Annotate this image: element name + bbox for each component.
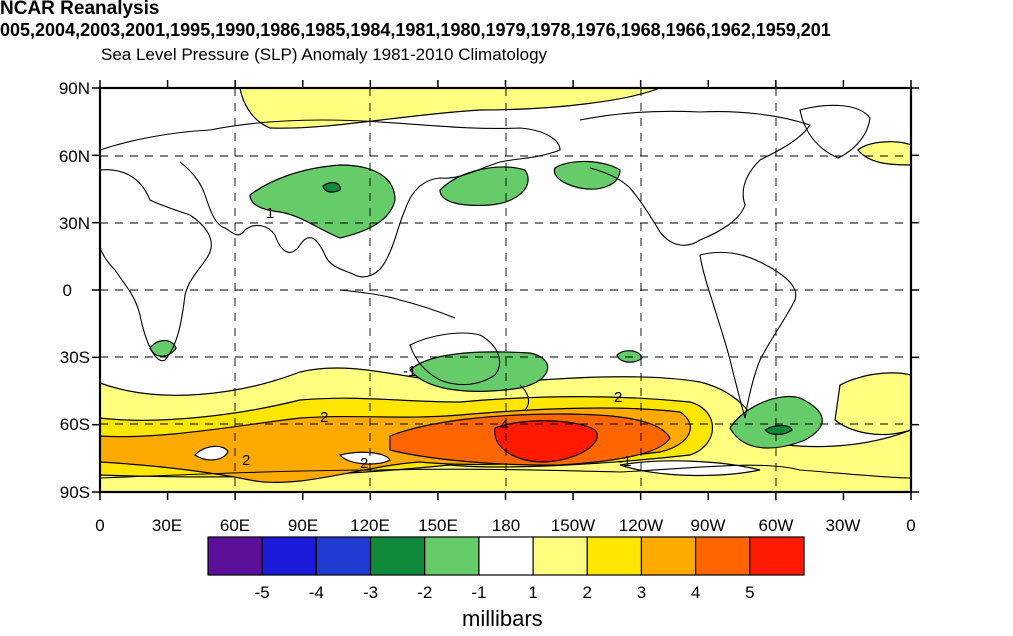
anomaly-region-plus5-south [494, 420, 598, 463]
contour-label: 2 [360, 455, 368, 472]
anomaly-region-white-patch [194, 445, 229, 461]
coast-northamerica [579, 110, 811, 246]
gridlines [100, 88, 911, 492]
anomaly-region-plus1-greenland [857, 141, 911, 166]
colorbar-tick-label: -5 [255, 583, 270, 602]
colorbar-tick-label: -4 [309, 583, 324, 602]
anomaly-region-minus1-africa [149, 339, 177, 357]
coast-antarctica [100, 464, 911, 479]
coast-australia [409, 332, 500, 386]
colorbar-tick-label: 2 [583, 583, 592, 602]
composite-years: 005,2004,2003,2001,1995,1990,1986,1985,1… [0, 20, 831, 40]
coast-greenland [799, 104, 871, 159]
anomaly-region-minus1-alaska [553, 160, 621, 190]
lon-label: 150E [418, 516, 458, 535]
contour-label: 2 [242, 452, 250, 469]
contour-label: -1 [403, 363, 416, 380]
colorbar-swatch [315, 536, 372, 576]
lat-label: 60S [60, 415, 90, 434]
lat-label: 60N [59, 147, 90, 166]
plot-title: NCAR Reanalysis [0, 0, 160, 19]
coast-southamerica [699, 251, 797, 419]
coast-africa [100, 169, 212, 362]
colorbar-swatch [478, 536, 534, 576]
lon-label: 0 [95, 516, 104, 535]
anomaly-region-minus1-npacific [439, 166, 529, 207]
lat-label: 30S [60, 348, 90, 367]
lon-label: 120W [619, 516, 663, 535]
lat-label: 30N [59, 214, 90, 233]
lon-label: 90W [691, 516, 726, 535]
anomaly-region-plus1-arctic [239, 88, 661, 129]
colorbar-swatch [532, 536, 588, 576]
lon-label: 150W [551, 516, 595, 535]
colorbar-swatch [695, 536, 751, 576]
contour-label: 4 [500, 417, 508, 434]
coast-eurasia [100, 119, 561, 278]
lon-label: 60E [220, 516, 250, 535]
contour-label: -1 [618, 453, 631, 470]
colorbar-swatch [749, 536, 805, 576]
contour-label: 2 [320, 409, 328, 426]
colorbar-swatch [586, 536, 643, 576]
coastlines [100, 104, 911, 479]
contour-label: 2 [614, 389, 622, 406]
plot-subtitle: Sea Level Pressure (SLP) Anomaly 1981-20… [101, 45, 548, 64]
lon-label: 90E [288, 516, 318, 535]
lat-label: 90N [59, 79, 90, 98]
anomaly-fields [100, 88, 911, 492]
colorbar-labels: -5 -4 -3 -2 -1 1 2 3 4 5 [255, 583, 755, 602]
anomaly-region-minus1-asia [249, 164, 396, 239]
lat-label: 0 [63, 281, 72, 300]
lon-label: 120E [350, 516, 390, 535]
colorbar-tick-label: -3 [363, 583, 378, 602]
colorbar-unit: millibars [462, 606, 543, 631]
lon-label: 180 [492, 516, 520, 535]
axis-labels: 90N 60N 30N 0 30S 60S 90S 0 30E 60E 90E … [59, 79, 916, 535]
colorbar-swatch [640, 536, 697, 576]
coast-nz [519, 384, 530, 411]
lon-label: 0 [906, 516, 915, 535]
anomaly-region-plus1-southatlantic [834, 372, 911, 436]
anomaly-region-minus2-drake [764, 424, 793, 436]
coast-indonesia [339, 289, 456, 319]
lon-label: 30E [152, 516, 182, 535]
axis-ticks [92, 80, 919, 500]
lon-label: 60W [759, 516, 794, 535]
colorbar-tick-label: 1 [528, 583, 537, 602]
contour-label: 1 [266, 205, 274, 222]
colorbar-swatch [424, 536, 480, 576]
contour-labels: 1 -1 2 2 2 2 4 -1 [242, 205, 631, 472]
colorbar-tick-label: 3 [637, 583, 646, 602]
colorbar-tick-label: 5 [745, 583, 754, 602]
lat-label: 90S [60, 483, 90, 502]
colorbar-tick-label: -2 [417, 583, 432, 602]
anomaly-region-white-patch-2 [338, 451, 391, 465]
colorbar-tick-label: -1 [471, 583, 486, 602]
colorbar-swatch [369, 536, 426, 576]
lon-label: 30W [826, 516, 861, 535]
colorbar-tick-label: 4 [691, 583, 700, 602]
colorbar-swatch [207, 536, 263, 576]
anomaly-region-minus1-spacific [616, 350, 643, 363]
colorbar [207, 536, 805, 576]
anomaly-region-minus2-asia [322, 181, 341, 193]
colorbar-swatch [261, 536, 317, 576]
